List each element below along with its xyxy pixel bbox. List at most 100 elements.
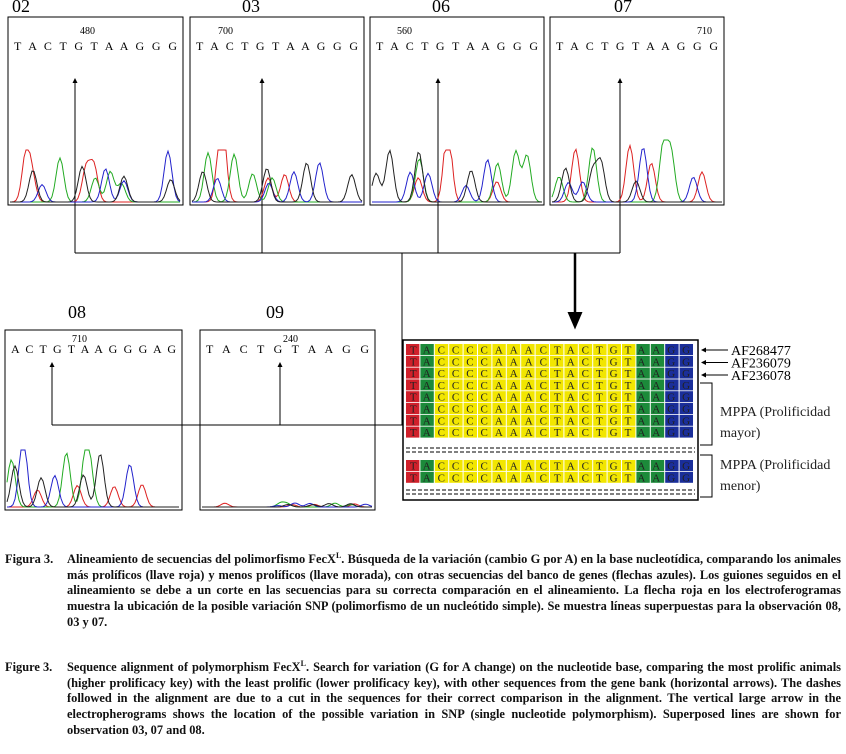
base-cell — [593, 391, 607, 403]
base-cell — [578, 391, 593, 403]
base-cell — [679, 367, 693, 379]
base-cell — [622, 355, 636, 367]
caption: Figure 3. Sequence alignment of polymorph… — [5, 656, 841, 738]
base-cell — [535, 471, 549, 483]
position: 560 — [397, 26, 412, 37]
base-cell — [492, 414, 506, 426]
base-cell — [665, 355, 679, 367]
base-cell — [636, 344, 650, 355]
base-cell — [478, 414, 492, 426]
base-cell — [650, 367, 665, 379]
base-cell — [564, 379, 578, 391]
base-cell — [593, 460, 607, 471]
panel-label: 09 — [266, 302, 284, 322]
base-cell — [506, 344, 521, 355]
base-cell — [521, 355, 535, 367]
position: 710 — [697, 26, 712, 37]
accession: AF268477 — [731, 344, 791, 359]
base-cell — [535, 414, 549, 426]
base-cell — [506, 379, 521, 391]
base-cell — [420, 344, 434, 355]
base-cell — [679, 426, 693, 438]
base-cell — [679, 344, 693, 355]
base-cell — [535, 367, 549, 379]
base-cell — [550, 460, 564, 471]
base-cell — [449, 471, 463, 483]
panel-label: 06 — [432, 0, 450, 16]
base-cell — [478, 471, 492, 483]
caption-text: Sequence alignment of polymorphism FecX — [67, 660, 301, 675]
base-cell — [521, 367, 535, 379]
base-cell — [578, 414, 593, 426]
panel-label: 02 — [12, 0, 30, 16]
base-cell — [564, 355, 578, 367]
base-cell — [521, 471, 535, 483]
base-cell — [492, 367, 506, 379]
base-cell — [463, 379, 477, 391]
base-cell — [607, 471, 621, 483]
sequence: T A C T G T A A G G G — [196, 39, 358, 53]
caption-sup: L — [335, 551, 342, 560]
base-cell — [420, 460, 434, 471]
base-cell — [564, 403, 578, 414]
base-cell — [434, 367, 449, 379]
base-cell — [607, 379, 621, 391]
position: 480 — [80, 26, 95, 37]
base-cell — [521, 426, 535, 438]
base-cell — [406, 344, 420, 355]
sequence: T A C T G T A A G G — [206, 342, 369, 356]
sequence: A C T G T A A G G G A G — [11, 342, 176, 356]
base-cell — [449, 344, 463, 355]
base-cell — [434, 426, 449, 438]
base-cell — [564, 460, 578, 471]
base-cell — [607, 367, 621, 379]
base-cell — [622, 379, 636, 391]
base-cell — [420, 471, 434, 483]
base-cell — [406, 460, 420, 471]
base-cell — [535, 344, 549, 355]
base-cell — [550, 391, 564, 403]
base-cell — [593, 355, 607, 367]
panel-box — [4, 329, 183, 511]
base-cell — [521, 344, 535, 355]
base-cell — [636, 460, 650, 471]
base-cell — [506, 471, 521, 483]
base-cell — [521, 403, 535, 414]
base-cell — [463, 344, 477, 355]
base-cell — [420, 391, 434, 403]
base-cell — [449, 367, 463, 379]
base-cell — [622, 414, 636, 426]
base-cell — [550, 403, 564, 414]
base-cell — [665, 344, 679, 355]
base-cell — [622, 471, 636, 483]
base-cell — [420, 403, 434, 414]
base-cell — [665, 426, 679, 438]
base-cell — [593, 379, 607, 391]
base-cell — [492, 403, 506, 414]
base-cell — [434, 391, 449, 403]
base-cell — [550, 426, 564, 438]
base-cell — [449, 414, 463, 426]
base-cell — [578, 403, 593, 414]
caption-label: Figure 3. — [5, 660, 53, 675]
base-cell — [406, 355, 420, 367]
base-cell — [650, 355, 665, 367]
base-cell — [449, 426, 463, 438]
base-cell — [564, 426, 578, 438]
caption-text: . Search for variation (G for A change) … — [67, 660, 841, 737]
base-cell — [564, 391, 578, 403]
position: 240 — [283, 334, 298, 345]
base-cell — [650, 460, 665, 471]
base-cell — [679, 414, 693, 426]
base-cell — [564, 414, 578, 426]
position: 700 — [218, 26, 233, 37]
base-cell — [636, 379, 650, 391]
trace — [551, 156, 722, 203]
panel-label: 03 — [242, 0, 260, 16]
base-cell — [449, 355, 463, 367]
base-cell — [607, 403, 621, 414]
base-cell — [449, 403, 463, 414]
base-cell — [636, 426, 650, 438]
base-cell — [578, 355, 593, 367]
panel-box — [549, 16, 725, 206]
